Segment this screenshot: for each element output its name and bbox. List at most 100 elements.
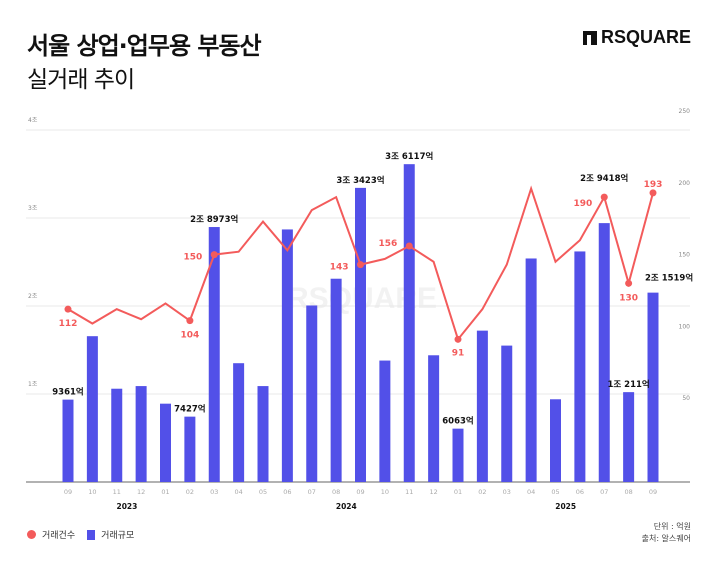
chart-title: 서울 상업·업무용 부동산: [27, 32, 262, 60]
bar: [598, 223, 610, 483]
bar-value-label: 6063억: [442, 416, 473, 427]
x-tick-label: 01: [454, 488, 462, 496]
count-marker: [64, 305, 72, 313]
count-marker: [210, 251, 218, 259]
bar: [379, 360, 391, 482]
bar-value-label: 3조 3423억: [336, 175, 384, 186]
bar: [525, 258, 537, 482]
count-label: 130: [619, 293, 638, 303]
x-tick-label: 09: [649, 488, 657, 496]
x-tick-label: 04: [234, 488, 242, 496]
x-tick-label: 06: [283, 488, 291, 496]
count-marker: [454, 335, 462, 343]
x-tick-label: 02: [186, 488, 194, 496]
bar: [160, 403, 171, 482]
legend-bar-marker-icon: [87, 529, 96, 540]
bar: [452, 428, 464, 482]
right-axis-tick: 200: [679, 180, 691, 187]
right-axis-tick: 50: [682, 395, 690, 402]
x-tick-label: 01: [161, 488, 169, 496]
source-note: 출처: 알스퀘어: [641, 534, 691, 543]
logo-text: RSQUARE: [600, 27, 691, 47]
left-axis-tick: 2조: [28, 293, 38, 300]
bar: [330, 278, 342, 482]
count-label: 190: [573, 199, 592, 209]
count-marker: [649, 189, 657, 197]
count-label: 193: [644, 180, 663, 190]
bar-value-label: 1조 211억: [607, 379, 649, 390]
legend: 거래건수 거래규모: [27, 528, 134, 541]
bar: [257, 386, 269, 482]
footnotes: 단위 : 억원 출처: 알스퀘어: [642, 521, 691, 545]
bar: [476, 330, 488, 482]
count-label: 112: [59, 319, 78, 329]
x-tick-label: 09: [64, 488, 72, 496]
bar: [403, 164, 415, 482]
count-label: 91: [452, 348, 465, 358]
x-tick-label: 03: [503, 488, 511, 496]
count-label: 143: [330, 263, 349, 273]
count-label: 150: [183, 253, 202, 263]
bar: [428, 355, 440, 482]
bar: [501, 345, 513, 482]
bar-value-label: 7427억: [174, 404, 205, 415]
x-tick-label: 04: [527, 488, 535, 496]
x-tick-label: 07: [308, 488, 316, 496]
x-tick-label: 10: [381, 488, 389, 496]
legend-line-marker-icon: [27, 530, 36, 539]
right-axis-tick: 250: [679, 108, 691, 115]
x-tick-label: 05: [551, 488, 559, 496]
bar: [208, 227, 220, 482]
x-tick-label: 12: [429, 488, 437, 496]
bar: [306, 305, 318, 482]
right-axis-tick: 100: [679, 323, 691, 330]
bar: [111, 388, 123, 482]
count-marker: [357, 261, 364, 269]
count-label: 156: [378, 239, 397, 249]
right-axis-tick: 150: [679, 252, 691, 259]
bar: [233, 363, 245, 482]
chart-subtitle: 실거래 추이: [27, 67, 135, 93]
bar: [647, 292, 659, 482]
x-tick-label: 03: [210, 488, 218, 496]
left-axis-tick: 3조: [28, 205, 38, 212]
x-tick-label: 11: [405, 488, 413, 496]
bar-value-label: 3조 6117억: [385, 151, 433, 162]
logo-mark-icon: [582, 30, 597, 45]
x-tick-label: 08: [332, 488, 340, 496]
year-label: 2024: [336, 502, 357, 511]
legend-volume-label: 거래규모: [101, 531, 135, 541]
count-label: 104: [180, 331, 199, 341]
left-axis-tick: 4조: [28, 117, 38, 124]
unit-note: 단위 : 억원: [653, 522, 691, 531]
bar: [62, 399, 74, 482]
x-tick-label: 02: [478, 488, 486, 496]
bar: [135, 386, 147, 482]
rsquare-logo: RSQUARE: [582, 27, 691, 48]
year-label: 2025: [555, 502, 576, 511]
x-tick-label: 05: [259, 488, 267, 496]
bar-value-label: 2조 1519억: [645, 273, 693, 284]
bar-value-label: 9361억: [52, 387, 83, 398]
bar: [184, 416, 196, 482]
count-marker: [186, 317, 194, 325]
x-tick-label: 11: [113, 488, 121, 496]
x-tick-label: 06: [576, 488, 584, 496]
year-label: 2023: [117, 502, 138, 511]
x-tick-label: 07: [600, 488, 608, 496]
x-tick-label: 09: [356, 488, 364, 496]
x-tick-label: 08: [624, 488, 632, 496]
bar: [574, 251, 586, 482]
left-axis-tick: 1조: [28, 381, 38, 388]
legend-count-label: 거래건수: [42, 531, 76, 541]
bar: [550, 399, 561, 482]
bar: [623, 392, 635, 482]
bar: [281, 229, 293, 482]
count-marker: [405, 242, 413, 250]
bar-value-label: 2조 9418억: [580, 173, 628, 184]
x-tick-label: 10: [88, 488, 96, 496]
bar-value-label: 2조 8973억: [190, 214, 238, 225]
bar: [86, 336, 98, 482]
